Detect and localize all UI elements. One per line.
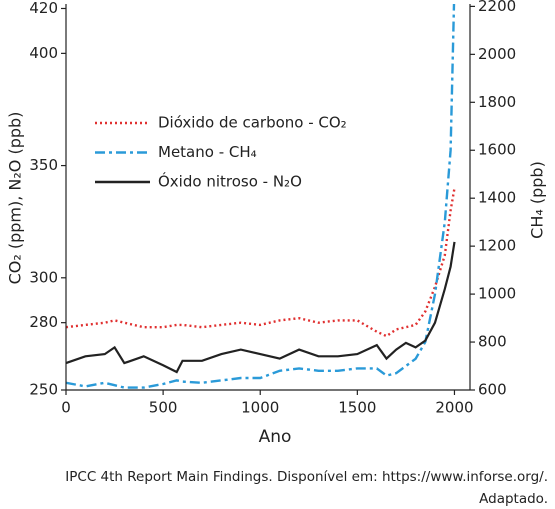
y2-axis-label: CH₄ (ppb): [528, 161, 547, 239]
series-line: [66, 187, 456, 338]
legend-label: Dióxido de carbono - CO₂: [158, 114, 347, 132]
y2-tick-label: 1400: [478, 189, 516, 207]
x-tick-label: 1000: [241, 399, 279, 417]
y-tick-label: 280: [29, 313, 58, 331]
y2-tick-label: 800: [478, 333, 507, 351]
y-tick-label: 420: [29, 0, 58, 17]
x-tick-label: 2000: [435, 399, 473, 417]
plot-area: [66, 4, 456, 389]
y-tick-label: 300: [29, 268, 58, 286]
y2-tick-label: 1200: [478, 237, 516, 255]
caption: Adaptado.: [479, 491, 548, 507]
x-tick-label: 500: [149, 399, 178, 417]
legend-label: Metano - CH₄: [158, 143, 257, 161]
y2-tick-label: 1600: [478, 141, 516, 159]
y-tick-label: 350: [29, 156, 58, 174]
series-line: [66, 241, 456, 374]
y2-tick-label: 2200: [478, 0, 516, 15]
x-tick-label: 1500: [338, 399, 376, 417]
y2-tick-label: 1800: [478, 93, 516, 111]
x-tick-label: 0: [61, 399, 71, 417]
caption: IPCC 4th Report Main Findings. Disponíve…: [65, 469, 548, 485]
series-line: [66, 4, 456, 389]
x-axis-label: Ano: [259, 427, 292, 447]
y2-tick-label: 2000: [478, 45, 516, 63]
y2-tick-label: 600: [478, 381, 507, 399]
legend-label: Óxido nitroso - N₂O: [158, 172, 302, 191]
y-tick-label: 400: [29, 44, 58, 62]
y-axis-label: CO₂ (ppm), N₂O (ppb): [6, 112, 25, 285]
y2-tick-label: 1000: [478, 285, 516, 303]
y-tick-label: 250: [29, 381, 58, 399]
